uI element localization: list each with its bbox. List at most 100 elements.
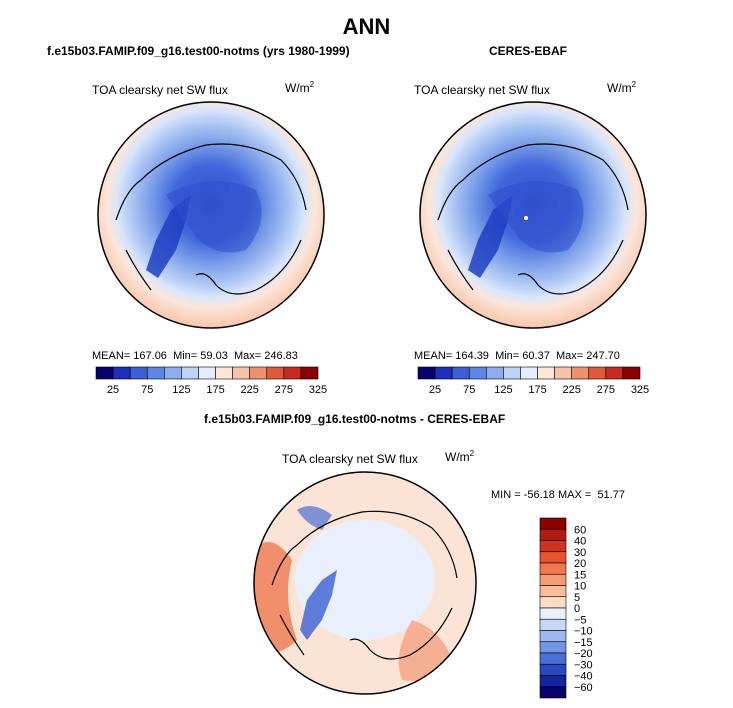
panel3-colorbar-swatch	[539, 573, 567, 586]
panel2-colorbar-swatch	[622, 366, 641, 380]
panel2-colorbar-tick-label: 275	[597, 384, 615, 396]
panel1-colorbar-tick-label: 75	[141, 384, 153, 396]
panel1-colorbar-swatch	[129, 366, 148, 380]
panel3-coastlines	[271, 510, 458, 660]
panel1-colorbar-tick-label: 125	[172, 384, 190, 396]
panel2-colorbar-swatch	[520, 366, 538, 380]
panel3-colorbar-tick-label: 20	[574, 558, 586, 570]
panel3-colorbar-tick-label: 10	[574, 581, 586, 593]
panel2-arctic-core	[488, 181, 584, 253]
panel3-colorbar-swatch	[539, 675, 567, 688]
panel2-colorbar-tick-label: 75	[463, 384, 475, 396]
panel3-colorbar-tick-label: −30	[574, 659, 593, 671]
panel1-stats: MEAN= 167.06 Min= 59.03 Max= 246.83	[92, 350, 298, 362]
panel3-colorbar-tick-label: 15	[574, 569, 586, 581]
panel1-arctic-core	[166, 181, 262, 253]
panel1-colorbar-tick-label: 25	[107, 384, 119, 396]
panel3-colorbar-swatch	[539, 517, 567, 530]
panel1-colorbar-tick-label: 325	[309, 384, 327, 396]
panel3-colorbar-swatch	[539, 686, 567, 699]
panel2-variable-label: TOA clearsky net SW flux	[414, 83, 550, 97]
panel3-colorbar-tick-label: 0	[574, 603, 580, 615]
panel2-colorbar-tick-label: 225	[563, 384, 581, 396]
panel1-colorbar: 2575125175225275325375	[95, 366, 327, 396]
panel2-colorbar-swatch	[468, 366, 487, 380]
panel1-colorbar-swatch	[95, 366, 114, 380]
panel3-colorbar-tick-label: −40	[574, 671, 593, 683]
panel1-colorbar-swatch	[232, 366, 250, 380]
panel3-colorbar-swatch	[539, 652, 567, 665]
panel3-colorbar-tick-label: −60	[574, 682, 593, 694]
panel2-colorbar-swatch	[605, 366, 624, 380]
panel3-stats: MIN = -56.18 MAX = 51.77	[491, 489, 625, 501]
panel2-greenland	[468, 195, 513, 278]
panel2-pole-marker	[524, 216, 528, 220]
panel3-variable-label: TOA clearsky net SW flux	[282, 452, 418, 466]
panel1-greenland	[146, 195, 191, 278]
panel3-colorbar-swatch	[539, 540, 567, 553]
panel3-colorbar-tick-label: 30	[574, 547, 586, 559]
panel2-colorbar-swatch	[571, 366, 590, 380]
panel3-case-title: f.e15b03.FAMIP.f09_g16.test00-notms - CE…	[204, 412, 506, 426]
panel3-colorbar-swatch	[539, 585, 567, 598]
panel3-colorbar-tick-label: −15	[574, 637, 593, 649]
panel3-colorbar-swatch	[539, 596, 567, 609]
panel3-colorbar-tick-label: −5	[574, 614, 587, 626]
panel2-stats: MEAN= 164.39 Min= 60.37 Max= 247.70	[414, 350, 620, 362]
panel3-colorbar-swatch	[539, 663, 567, 676]
panel1-colorbar-swatch	[300, 366, 319, 380]
panel3-colorbar-swatch	[539, 630, 567, 643]
panel3-colorbar-swatch	[539, 618, 567, 631]
panel1-colorbar-swatch	[112, 366, 131, 380]
panel1-colorbar-swatch	[198, 366, 216, 380]
panel2-colorbar-swatch	[554, 366, 572, 380]
panel3-arctic-near-zero	[295, 520, 435, 640]
panel1-case-title: f.e15b03.FAMIP.f09_g16.test00-notms (yrs…	[47, 44, 350, 58]
panel3-colorbar-tick-label: −20	[574, 648, 593, 660]
panel2-colorbar-swatch	[588, 366, 607, 380]
panel2-colorbar-swatch	[417, 366, 436, 380]
panel2-colorbar-tick-label: 125	[494, 384, 512, 396]
panel3-colorbar-swatch	[539, 562, 567, 575]
panel2-colorbar-tick-label: 25	[429, 384, 441, 396]
panel2-colorbar-tick-label: 325	[631, 384, 649, 396]
panel1-colorbar-swatch	[181, 366, 199, 380]
panel2-colorbar-swatch	[486, 366, 504, 380]
panel2-coastlines	[437, 143, 629, 295]
panel1-colorbar-swatch	[266, 366, 285, 380]
panel3-colorbar-tick-label: 40	[574, 536, 586, 548]
panel1-colorbar-swatch	[215, 366, 233, 380]
panel3-colorbar-swatch	[539, 551, 567, 564]
panel2-case-title: CERES-EBAF	[489, 44, 568, 58]
panel1-units: W/m2	[285, 80, 315, 95]
panel1-colorbar-swatch	[283, 366, 302, 380]
panel2-colorbar: 2575125175225275325375	[417, 366, 649, 396]
panel1-colorbar-swatch	[249, 366, 268, 380]
panel1-coastlines	[115, 143, 307, 295]
panel1-polar-map	[97, 101, 325, 329]
panel3-colorbar-tick-label: 5	[574, 592, 580, 604]
panel3-polar-map	[253, 471, 477, 695]
panel2-polar-map	[419, 101, 647, 329]
panel3-colorbar-swatch	[539, 528, 567, 541]
panel1-colorbar-tick-label: 225	[241, 384, 259, 396]
panel1-colorbar-tick-label: 275	[275, 384, 293, 396]
panel3-colorbar-swatch	[539, 607, 567, 620]
panel2-colorbar-swatch	[503, 366, 521, 380]
panel1-variable-label: TOA clearsky net SW flux	[92, 83, 228, 97]
panel3-negative-greenland	[300, 570, 337, 640]
panel1-map-border	[97, 101, 325, 329]
page-title: ANN	[342, 14, 391, 39]
panel1-colorbar-tick-label: 175	[206, 384, 224, 396]
panel3-map-border	[253, 471, 477, 695]
panel3-units: W/m2	[445, 449, 475, 464]
panel2-units: W/m2	[607, 80, 637, 95]
panel2-colorbar-swatch	[451, 366, 470, 380]
panel2-colorbar-swatch	[434, 366, 453, 380]
panel1-colorbar-swatch	[164, 366, 182, 380]
panel2-colorbar-swatch	[537, 366, 555, 380]
panel3-colorbar-tick-label: 60	[574, 524, 586, 536]
panel3-colorbar-tick-label: −10	[574, 626, 593, 638]
panel1-colorbar-swatch	[146, 366, 165, 380]
